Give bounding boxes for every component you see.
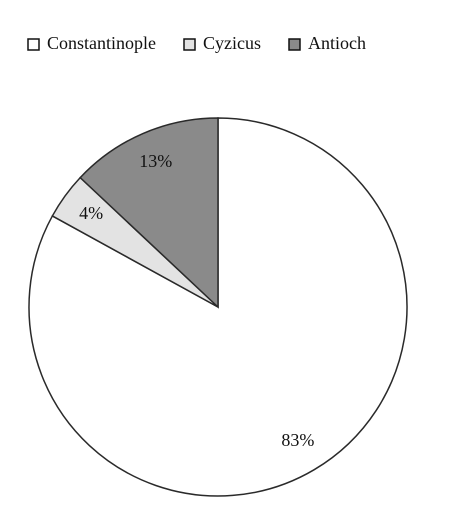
data-label: 83% xyxy=(281,430,314,450)
data-label: 4% xyxy=(79,203,103,223)
legend-label: Cyzicus xyxy=(203,33,261,53)
legend-label: Constantinople xyxy=(47,33,156,53)
legend-marker xyxy=(288,38,301,51)
legend-marker xyxy=(27,38,40,51)
data-label: 13% xyxy=(139,151,172,171)
legend-marker xyxy=(183,38,196,51)
pie-slice xyxy=(79,117,219,309)
legend-label: Antioch xyxy=(308,33,366,53)
